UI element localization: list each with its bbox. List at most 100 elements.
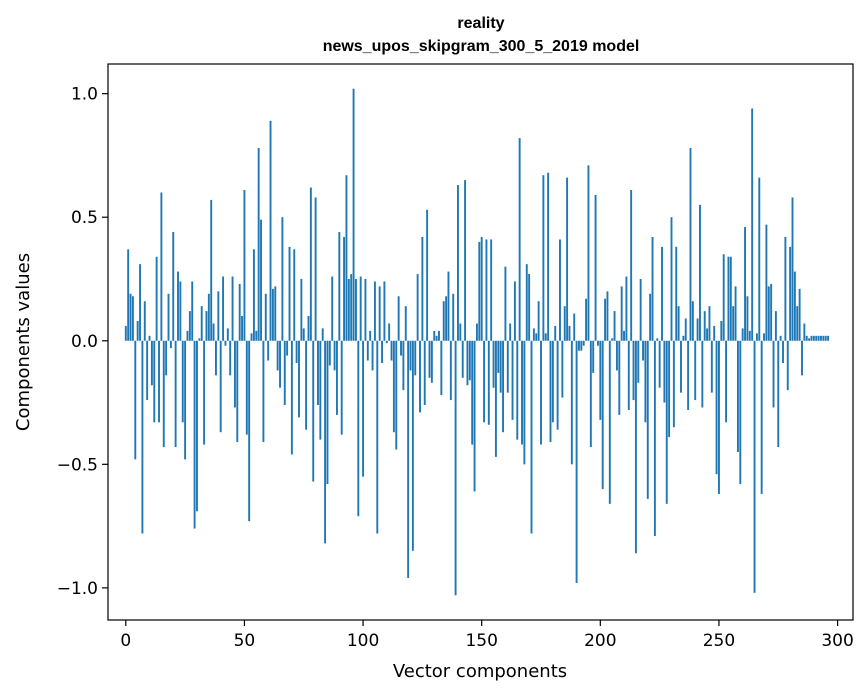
- bar: [184, 340, 187, 460]
- bar: [824, 335, 827, 341]
- bar: [423, 340, 426, 406]
- bars-group: [124, 88, 830, 596]
- bar: [599, 340, 602, 420]
- y-tick-label: −0.5: [57, 455, 98, 475]
- bar: [241, 316, 243, 341]
- bar: [718, 340, 720, 494]
- bar: [352, 88, 355, 341]
- bar: [611, 338, 614, 341]
- y-axis-ticks: −1.0 −0.5 0.0 0.5 1.0: [57, 85, 108, 599]
- bar: [274, 286, 277, 341]
- bar: [784, 236, 787, 341]
- bar: [736, 340, 739, 452]
- bar: [397, 296, 400, 341]
- bar: [568, 325, 571, 341]
- bar: [381, 340, 383, 363]
- bar: [634, 340, 637, 554]
- bar: [630, 190, 633, 341]
- bar: [357, 340, 360, 517]
- bar: [188, 311, 191, 341]
- bar: [490, 239, 493, 341]
- bar: [160, 192, 163, 341]
- bar: [293, 249, 296, 341]
- bar: [438, 330, 440, 341]
- bar: [682, 335, 685, 341]
- bar: [286, 340, 289, 356]
- bar: [661, 246, 663, 341]
- bar: [518, 138, 521, 341]
- bar: [601, 340, 604, 490]
- bar: [575, 340, 578, 583]
- bar: [421, 236, 424, 341]
- bar: [810, 335, 813, 341]
- bar: [561, 340, 564, 398]
- bar: [817, 335, 820, 341]
- x-axis-ticks: 0 50 100 150 200 250 300: [120, 620, 854, 651]
- bar: [452, 293, 455, 341]
- bar: [276, 340, 279, 371]
- bar: [252, 249, 255, 341]
- bar: [537, 301, 540, 341]
- bar: [504, 266, 507, 341]
- bar: [264, 293, 267, 341]
- bar: [637, 340, 640, 383]
- y-tick-label: 0.5: [71, 208, 98, 228]
- x-tick-label: 300: [821, 631, 853, 651]
- plot-frame: [107, 63, 854, 621]
- bar: [141, 340, 144, 534]
- bar: [725, 340, 728, 423]
- bar: [703, 311, 706, 341]
- bar: [528, 274, 531, 341]
- bar: [354, 278, 357, 341]
- bar: [262, 340, 265, 443]
- bar: [779, 335, 782, 341]
- bar: [604, 298, 607, 341]
- x-tick-label: 250: [703, 631, 735, 651]
- bar: [770, 283, 773, 341]
- bar: [215, 340, 217, 376]
- bar: [475, 323, 478, 341]
- bar: [428, 340, 431, 378]
- bar: [587, 165, 590, 341]
- bar: [226, 328, 229, 341]
- bar: [763, 333, 765, 341]
- bar: [376, 340, 379, 534]
- bar: [699, 204, 701, 341]
- bar: [162, 340, 165, 448]
- bar: [158, 340, 160, 423]
- bar: [243, 190, 246, 341]
- bar: [224, 340, 227, 346]
- bar: [324, 340, 327, 544]
- bar: [134, 340, 137, 460]
- bar: [205, 311, 208, 341]
- bar: [729, 256, 732, 341]
- bar: [231, 276, 234, 341]
- bar: [646, 340, 649, 499]
- bar: [435, 335, 438, 341]
- bar: [328, 340, 331, 366]
- bar: [803, 323, 806, 341]
- bar: [326, 340, 329, 485]
- bar: [400, 340, 402, 356]
- bar: [687, 340, 690, 410]
- bar: [407, 340, 410, 578]
- bar: [777, 340, 780, 448]
- bar: [625, 276, 628, 341]
- bar: [395, 340, 398, 450]
- bar: [732, 306, 735, 341]
- bar: [796, 306, 799, 341]
- bar: [442, 301, 445, 341]
- bar: [449, 340, 452, 401]
- bar: [639, 278, 642, 341]
- bar: [549, 340, 552, 443]
- bar: [414, 340, 417, 376]
- bar: [675, 246, 678, 341]
- bar: [478, 241, 481, 341]
- bar: [447, 271, 450, 341]
- bar: [597, 340, 599, 346]
- bar: [620, 286, 623, 341]
- bar: [359, 276, 362, 341]
- bar: [136, 321, 139, 341]
- bar: [689, 148, 692, 341]
- bar: [383, 281, 386, 341]
